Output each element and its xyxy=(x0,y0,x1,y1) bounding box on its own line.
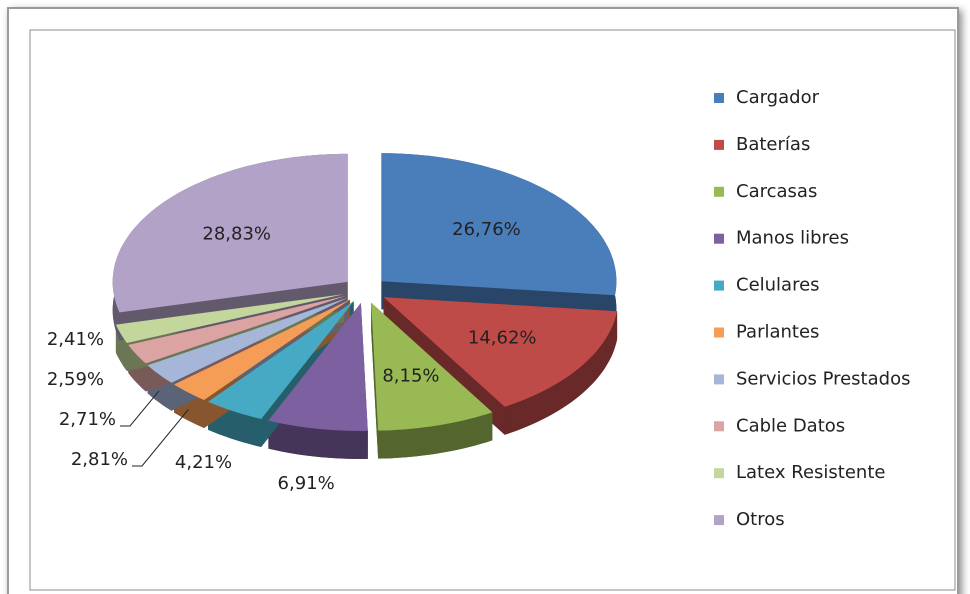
slice xyxy=(268,303,368,431)
legend-label: Parlantes xyxy=(736,322,819,343)
slice xyxy=(112,153,348,313)
leader-line xyxy=(120,390,160,427)
slice xyxy=(128,296,346,364)
data-label: 28,83% xyxy=(202,223,271,244)
legend-label: Cable Datos xyxy=(736,415,845,436)
side-band xyxy=(378,412,493,459)
legend-label: Manos libres xyxy=(736,228,849,249)
side-band xyxy=(268,420,368,459)
legend-label: Celulares xyxy=(736,275,820,296)
legend-label: Servicios Prestados xyxy=(736,368,910,389)
slice xyxy=(383,297,618,407)
legend-label: Carcasas xyxy=(736,181,817,202)
pie xyxy=(112,153,618,459)
legend-swatch xyxy=(714,186,724,197)
legend-swatch xyxy=(714,93,724,103)
data-label: 2,59% xyxy=(47,369,104,390)
legend: Cargador Baterías Carcasas Manos libres Celu… xyxy=(714,87,910,530)
side-wall xyxy=(371,302,379,459)
data-label: 2,81% xyxy=(71,449,128,470)
legend-swatch xyxy=(714,515,724,526)
data-label: 4,21% xyxy=(175,452,232,473)
legend-swatch xyxy=(714,139,724,150)
slice xyxy=(381,153,617,296)
legend-label: Latex Resistente xyxy=(736,462,885,483)
side-band xyxy=(504,311,618,435)
legend-swatch xyxy=(714,233,724,244)
slice xyxy=(147,297,348,383)
data-label: 2,41% xyxy=(47,329,104,350)
leader-line xyxy=(132,409,189,467)
slice xyxy=(371,302,493,431)
legend-swatch xyxy=(714,374,724,385)
legend-swatch xyxy=(714,421,724,432)
data-label: 6,91% xyxy=(278,473,335,494)
legend-label: Cargador xyxy=(736,87,820,108)
data-label: 2,71% xyxy=(59,409,116,430)
slice xyxy=(208,301,354,419)
slice xyxy=(115,294,345,343)
data-label: 14,62% xyxy=(468,328,537,349)
legend-swatch xyxy=(714,327,724,338)
slice xyxy=(174,299,350,400)
legend-swatch xyxy=(714,280,724,291)
legend-swatch xyxy=(714,468,724,479)
data-labels: 26,76% 14,62% 8,15% 6,91% 4,21% 28,83% 2,41% 2,… xyxy=(47,219,537,494)
data-label: 26,76% xyxy=(452,219,521,240)
legend-label: Otros xyxy=(736,509,785,530)
legend-label: Baterías xyxy=(736,134,810,155)
data-label: 8,15% xyxy=(382,365,439,386)
